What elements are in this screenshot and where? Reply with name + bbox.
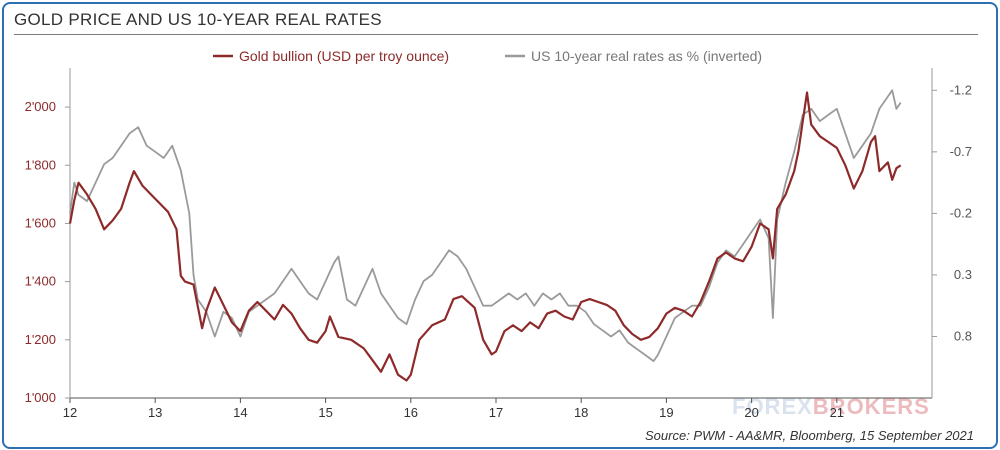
axes: 12 13 14 15 16 17 18 19 20 21 2'000 1'800 1'600 1'400… (25, 68, 972, 420)
x-tick-label: 14 (233, 405, 247, 420)
x-tick-label: 18 (574, 405, 588, 420)
x-tick-label: 21 (830, 405, 844, 420)
left-tick-label: 1'400 (25, 274, 56, 289)
x-tick-label: 15 (318, 405, 332, 420)
left-tick-label: 1'600 (25, 215, 56, 230)
x-tick-label: 12 (63, 405, 77, 420)
left-tick-label: 1'200 (25, 332, 56, 347)
title-rule (14, 34, 978, 35)
right-tick-label: 0.8 (954, 328, 972, 343)
x-tick-label: 17 (489, 405, 503, 420)
legend-gold-label: Gold bullion (USD per troy ounce) (239, 48, 449, 64)
right-tick-label: -0.7 (950, 144, 972, 159)
legend-real-rates-label: US 10-year real rates as % (inverted) (531, 48, 762, 64)
source-note: Source: PWM - AA&MR, Bloomberg, 15 Septe… (645, 428, 974, 443)
right-tick-label: -0.2 (950, 205, 972, 220)
series-group (68, 89, 902, 382)
left-tick-label: 1'800 (25, 157, 56, 172)
real-rates-series-line (69, 89, 902, 362)
x-tick-label: 16 (404, 405, 418, 420)
left-tick-label: 2'000 (25, 99, 56, 114)
right-tick-label: 0.3 (954, 267, 972, 282)
x-tick-label: 20 (744, 405, 758, 420)
chart-title: GOLD PRICE AND US 10-YEAR REAL RATES (14, 10, 382, 29)
gold-series-line (68, 91, 902, 382)
legend: Gold bullion (USD per troy ounce) US 10-y… (213, 48, 762, 64)
left-tick-label: 1'000 (25, 390, 56, 405)
x-tick-label: 19 (659, 405, 673, 420)
right-tick-label: -1.2 (950, 82, 972, 97)
x-tick-label: 13 (148, 405, 162, 420)
